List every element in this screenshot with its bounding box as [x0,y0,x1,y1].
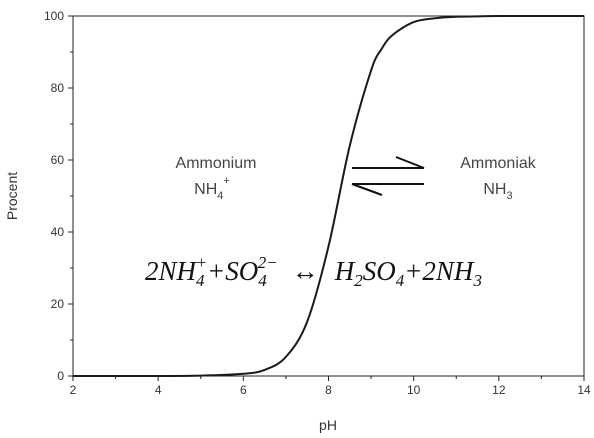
annotation-ammoniak-name: Ammoniak [460,155,537,172]
tick-labels: 2 4 6 8 10 12 14 0 20 40 60 80 100 [44,9,591,397]
y-tick-label-80: 80 [51,81,65,95]
x-tick-label-14: 14 [577,383,591,397]
y-tick-label-60: 60 [51,153,65,167]
annotation-ammoniak-formula: NH3 [483,181,512,202]
equilibrium-arrows-icon [351,156,425,196]
reaction-equation: 2NH4++SO42− ↔ H2SO4+2NH3 [145,253,482,290]
annotation-ammonium-name: Ammonium [176,155,257,172]
x-tick-label-12: 12 [492,383,506,397]
x-tick-label-4: 4 [155,383,162,397]
x-tick-label-2: 2 [70,383,77,397]
annotation-ammonium-formula: NH4+ [194,175,230,202]
y-tick-label-0: 0 [57,369,64,383]
y-axis-label: Procent [4,172,20,220]
y-tick-label-20: 20 [51,297,65,311]
x-tick-label-8: 8 [325,383,332,397]
series-line-fraction-curve [72,14,584,378]
x-axis-label: pH [319,417,337,433]
x-tick-label-6: 6 [240,383,247,397]
y-tick-label-100: 100 [44,9,64,23]
y-tick-label-40: 40 [51,225,65,239]
tick-marks [68,15,585,381]
x-tick-label-10: 10 [407,383,421,397]
